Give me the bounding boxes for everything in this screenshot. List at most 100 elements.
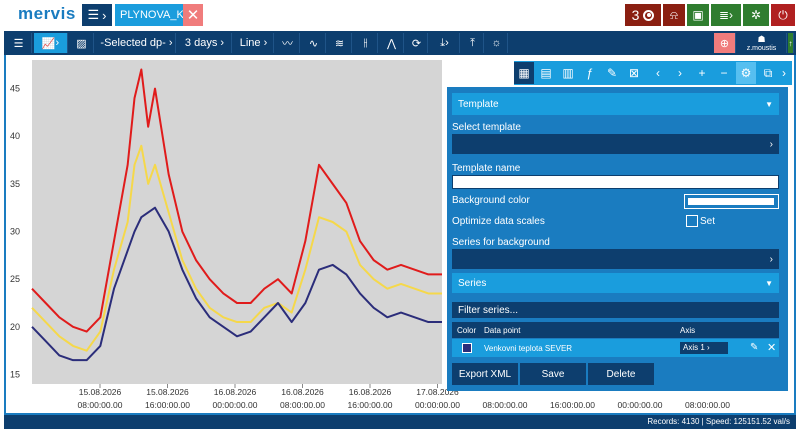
- chevron-right-icon: ›: [55, 37, 60, 49]
- list-view-button[interactable]: ☰: [6, 33, 32, 53]
- x-tick-date: 16.08.2026: [281, 387, 324, 397]
- template-name-input[interactable]: [452, 175, 779, 189]
- debug-button[interactable]: ✲: [743, 4, 769, 26]
- tab-plynova-k[interactable]: PLYNOVA_K: [115, 4, 184, 26]
- green-menu-button[interactable]: ≣ ›: [711, 4, 741, 26]
- trend-button[interactable]: 〰: [276, 33, 300, 53]
- hamburger-icon: ☰: [87, 7, 100, 22]
- gear-icon: ⚙: [740, 66, 752, 80]
- window-button[interactable]: ⧉: [758, 62, 778, 84]
- logout-button[interactable]: ⏻: [771, 4, 795, 26]
- x-tick-time: 00:00:00.00: [618, 400, 663, 410]
- chart-add-icon: ▤: [540, 66, 552, 80]
- caret-down-icon: ▼: [765, 99, 773, 109]
- weather-button[interactable]: ☼: [486, 33, 508, 53]
- edit-icon: ✎: [606, 66, 618, 80]
- series-settings-button[interactable]: ▦: [514, 62, 534, 84]
- x-tick-time: 00:00:00.00: [415, 400, 460, 410]
- cursor-button[interactable]: ⫲: [354, 33, 378, 53]
- edit-button[interactable]: ✎: [602, 62, 622, 84]
- background-color-picker[interactable]: [684, 194, 779, 209]
- series-color-swatch[interactable]: [462, 343, 472, 353]
- table-row[interactable]: Venkovni teplota SEVER Axis 1 › ✎ ✕: [452, 339, 779, 357]
- main-menu-button[interactable]: ☰ ›: [82, 4, 112, 26]
- x-tick-date: 15.08.2026: [146, 387, 189, 397]
- chart-view-button[interactable]: 📈 ›: [34, 33, 68, 53]
- alarm-counter-button[interactable]: 3: [625, 4, 661, 26]
- zoom-in-button[interactable]: +: [692, 62, 712, 84]
- upload-button[interactable]: ⤒: [462, 33, 484, 53]
- range-select-label: 3 days: [184, 37, 218, 49]
- series-datapoint: Venkovni teplota SEVER: [484, 344, 573, 353]
- save-button[interactable]: Save: [520, 363, 586, 385]
- prev-button[interactable]: ‹: [648, 62, 668, 84]
- datapoint-select-label: -Selected dp-: [100, 37, 166, 49]
- datapoint-select[interactable]: -Selected dp- ›: [98, 33, 176, 53]
- x-tick-date: 15.08.2026: [79, 387, 122, 397]
- chart-settings-icon: ▦: [518, 66, 530, 80]
- export-xml-button[interactable]: Export XML: [452, 363, 518, 385]
- next-button[interactable]: ›: [670, 62, 690, 84]
- axis-column-header: Axis: [680, 326, 696, 335]
- bell-icon: ⍾: [670, 7, 678, 22]
- x-tick-time: 16:00:00.00: [550, 400, 595, 410]
- close-tab-button[interactable]: ✕: [183, 4, 203, 26]
- chevron-right-icon: ›: [769, 138, 773, 150]
- series-plus-button[interactable]: ▥: [558, 62, 578, 84]
- weather-icon: ☼: [491, 37, 502, 49]
- formula-icon: ƒ: [586, 66, 594, 80]
- chevron-right-icon: ›: [729, 8, 734, 22]
- axis-select[interactable]: Axis 1 ›: [680, 342, 728, 354]
- app-logo: mervis: [18, 4, 76, 23]
- x-tick-time: 08:00:00.00: [483, 400, 528, 410]
- chart-svg: 45 40 35 30 25 20 15 15.08.2026 08:00:00.00 15.0…: [10, 60, 730, 410]
- background-color-label: Background color: [452, 195, 530, 206]
- close-icon[interactable]: ✕: [767, 342, 777, 354]
- y-tick-label: 25: [10, 274, 20, 284]
- series-header[interactable]: Series ▼: [452, 273, 779, 293]
- select-template-dropdown[interactable]: ›: [452, 134, 779, 154]
- formula-button[interactable]: ƒ: [580, 62, 600, 84]
- trend-alt-button[interactable]: ∿: [302, 33, 326, 53]
- pencil-icon[interactable]: ✎: [750, 342, 759, 353]
- y-tick-label: 35: [10, 179, 20, 189]
- set-label: Set: [700, 216, 716, 227]
- download-button[interactable]: ⤓ ›: [430, 33, 460, 53]
- map-button[interactable]: ▣: [687, 4, 709, 26]
- minus-icon: −: [720, 66, 728, 80]
- status-text: Records: 4130 | Speed: 125151.52 val/s: [647, 417, 790, 426]
- peak-icon: ⋀: [386, 37, 397, 50]
- x-tick-time: 16:00:00.00: [145, 400, 190, 410]
- cursor-icon: ⫲: [363, 36, 368, 49]
- user-button[interactable]: ☗ z.moustis: [737, 33, 787, 53]
- range-select[interactable]: 3 days ›: [178, 33, 232, 53]
- plus-icon: +: [698, 66, 706, 80]
- template-header[interactable]: Template ▼: [452, 93, 779, 115]
- filter-series-input[interactable]: Filter series...: [452, 302, 779, 318]
- add-series-button[interactable]: ▤: [536, 62, 556, 84]
- record-icon: [643, 9, 655, 21]
- template-header-label: Template: [458, 98, 499, 110]
- refresh-button[interactable]: ⟳: [406, 33, 428, 53]
- panel-more-button[interactable]: ›: [778, 62, 790, 84]
- zoom-icon: ⊕: [719, 37, 730, 50]
- chevron-right-icon: ›: [769, 253, 773, 265]
- list-icon: ≣: [718, 8, 730, 22]
- fill-button[interactable]: ≋: [328, 33, 352, 53]
- delete-button[interactable]: Delete: [588, 363, 654, 385]
- chart-type-select[interactable]: Line ›: [234, 33, 274, 53]
- y-tick-label: 45: [10, 84, 20, 94]
- series-background-dropdown[interactable]: ›: [452, 249, 779, 269]
- bell-button[interactable]: ⍾: [663, 4, 685, 26]
- remove-button[interactable]: ⊠: [624, 62, 644, 84]
- settings-button[interactable]: ⚙: [736, 62, 756, 84]
- x-tick-date: 16.08.2026: [214, 387, 257, 397]
- trend-icon: 〰: [282, 38, 293, 50]
- peak-button[interactable]: ⋀: [380, 33, 404, 53]
- zoom-out-button[interactable]: −: [714, 62, 734, 84]
- optimize-scales-checkbox[interactable]: [686, 215, 698, 227]
- zoom-button[interactable]: ⊕: [714, 33, 736, 53]
- series-header-label: Series: [458, 277, 487, 289]
- image-button[interactable]: ▨: [70, 33, 94, 53]
- sort-up-button[interactable]: ↑: [788, 33, 794, 53]
